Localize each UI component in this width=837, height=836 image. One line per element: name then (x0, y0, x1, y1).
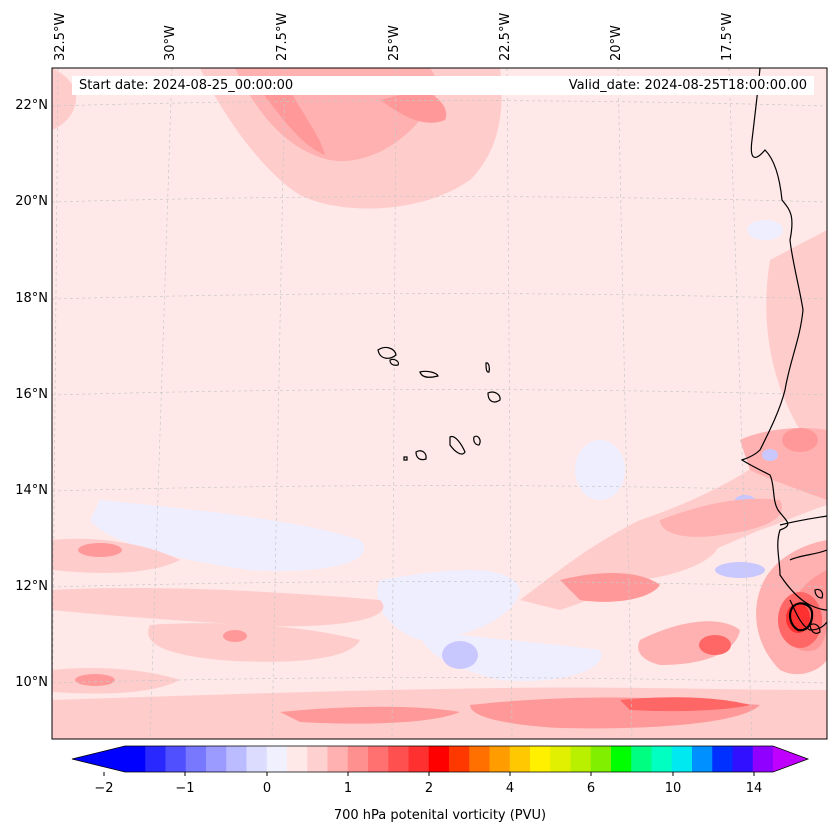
lon-label-27-5w: 27.5°W (275, 12, 290, 61)
lat-label-22n: 22°N (15, 98, 48, 113)
lon-label-22-5w: 22.5°W (498, 12, 513, 61)
colorbar-segment (185, 746, 207, 772)
lon-label-20w: 20°W (609, 25, 624, 61)
colorbar-label: 700 hPa potenital vorticity (PVU) (333, 808, 547, 823)
colorbar-segment (246, 746, 268, 772)
colorbar (71, 745, 810, 776)
colorbar-tick-2: 0 (262, 781, 272, 796)
coastlines (377, 68, 827, 634)
colorbar-segment (449, 746, 470, 772)
colorbar-segment (550, 746, 571, 772)
colorbar-segment (489, 746, 511, 772)
colorbar-segment (368, 746, 389, 772)
colorbar-segment (570, 746, 592, 772)
colorbar-segment (287, 746, 308, 772)
colorbar-segment (509, 746, 531, 772)
colorbar-segment (125, 746, 146, 772)
colorbar-tick-4: 2 (424, 781, 434, 796)
colorbar-segment (347, 746, 369, 772)
lat-label-12n: 12°N (15, 579, 48, 594)
colorbar-segment (388, 746, 409, 772)
colorbar-extend-min (72, 746, 125, 772)
colorbar-tick-1: −1 (175, 781, 195, 796)
colorbar-segment (752, 746, 774, 772)
valid-date-label: Valid_date: 2024-08-25T18:00:00.00 (540, 76, 814, 95)
map-frame (51, 67, 828, 740)
lon-label-17-5w: 17.5°W (720, 12, 735, 61)
pv-field (52, 68, 827, 739)
colorbar-segment (712, 746, 733, 772)
colorbar-segment (611, 746, 632, 772)
colorbar-segment (692, 746, 713, 772)
lon-label-32-5w: 32.5°W (53, 12, 68, 61)
northern-plume-inner (260, 90, 325, 155)
lon-label-30w: 30°W (163, 25, 178, 61)
start-date-label: Start date: 2024-08-25_00:00:00 (72, 76, 549, 95)
colorbar-outline (71, 745, 810, 773)
colorbar-tick-8: 14 (745, 781, 763, 796)
colorbar-segment (631, 746, 652, 772)
colorbar-tick-6: 6 (586, 781, 596, 796)
colorbar-segment (671, 746, 693, 772)
colorbar-segment (408, 746, 430, 772)
colorbar-tick-3: 1 (343, 781, 353, 796)
colorbar-segment (327, 746, 349, 772)
colorbar-segment (226, 746, 247, 772)
colorbar-segment (206, 746, 227, 772)
colorbar-segment (530, 746, 551, 772)
lon-label-25w: 25°W (387, 25, 402, 61)
colorbar-segment (428, 746, 450, 772)
colorbar-tick-7: 10 (664, 781, 682, 796)
colorbar-segment (145, 746, 166, 772)
lat-label-20n: 20°N (15, 194, 48, 209)
colorbar-segment (651, 746, 673, 772)
lat-label-10n: 10°N (15, 675, 48, 690)
colorbar-tick-0: −2 (94, 781, 114, 796)
colorbar-tick-5: 4 (505, 781, 515, 796)
colorbar-segment (307, 746, 328, 772)
colorbar-extend-max (773, 746, 808, 772)
colorbar-segment (590, 746, 612, 772)
colorbar-segment (732, 746, 754, 772)
gridlines (52, 68, 827, 739)
lat-label-16n: 16°N (15, 387, 48, 402)
lat-label-18n: 18°N (15, 291, 48, 306)
colorbar-segment (469, 746, 490, 772)
lat-label-14n: 14°N (15, 483, 48, 498)
colorbar-segment (266, 746, 288, 772)
colorbar-segment (165, 746, 187, 772)
